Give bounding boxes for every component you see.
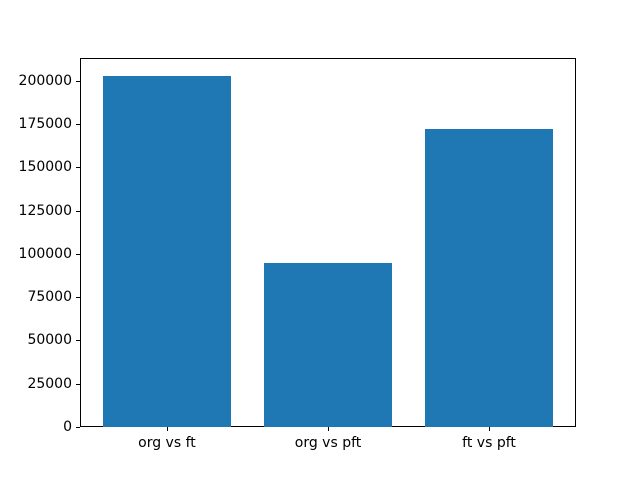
y-tick-label: 175000 [18, 116, 72, 133]
y-tick-label: 75000 [27, 289, 72, 306]
y-tick-label: 100000 [18, 245, 72, 262]
y-tick-label: 150000 [18, 159, 72, 176]
y-tick-mark [76, 80, 80, 82]
y-tick-label: 200000 [18, 72, 72, 89]
y-tick-label: 125000 [18, 202, 72, 219]
x-tick-label: ft vs pft [462, 435, 516, 451]
y-tick-mark [76, 340, 80, 342]
x-tick-label: org vs pft [294, 435, 362, 451]
y-tick-mark [76, 210, 80, 212]
y-tick-mark [76, 427, 80, 428]
y-tick-label: 25000 [27, 375, 72, 392]
x-tick-label: org vs ft [138, 435, 196, 451]
x-tick-mark [328, 427, 329, 431]
y-tick-label: 0 [63, 419, 72, 435]
y-tick-mark [76, 167, 80, 169]
y-tick-mark [76, 124, 80, 126]
x-tick-mark [489, 427, 491, 431]
y-tick-mark [76, 297, 80, 299]
y-tick-mark [76, 383, 80, 385]
bar [263, 263, 393, 427]
y-tick-mark [76, 253, 80, 255]
bar [102, 75, 232, 427]
x-tick-mark [166, 427, 168, 431]
bar [424, 129, 554, 427]
y-tick-label: 50000 [27, 332, 72, 349]
